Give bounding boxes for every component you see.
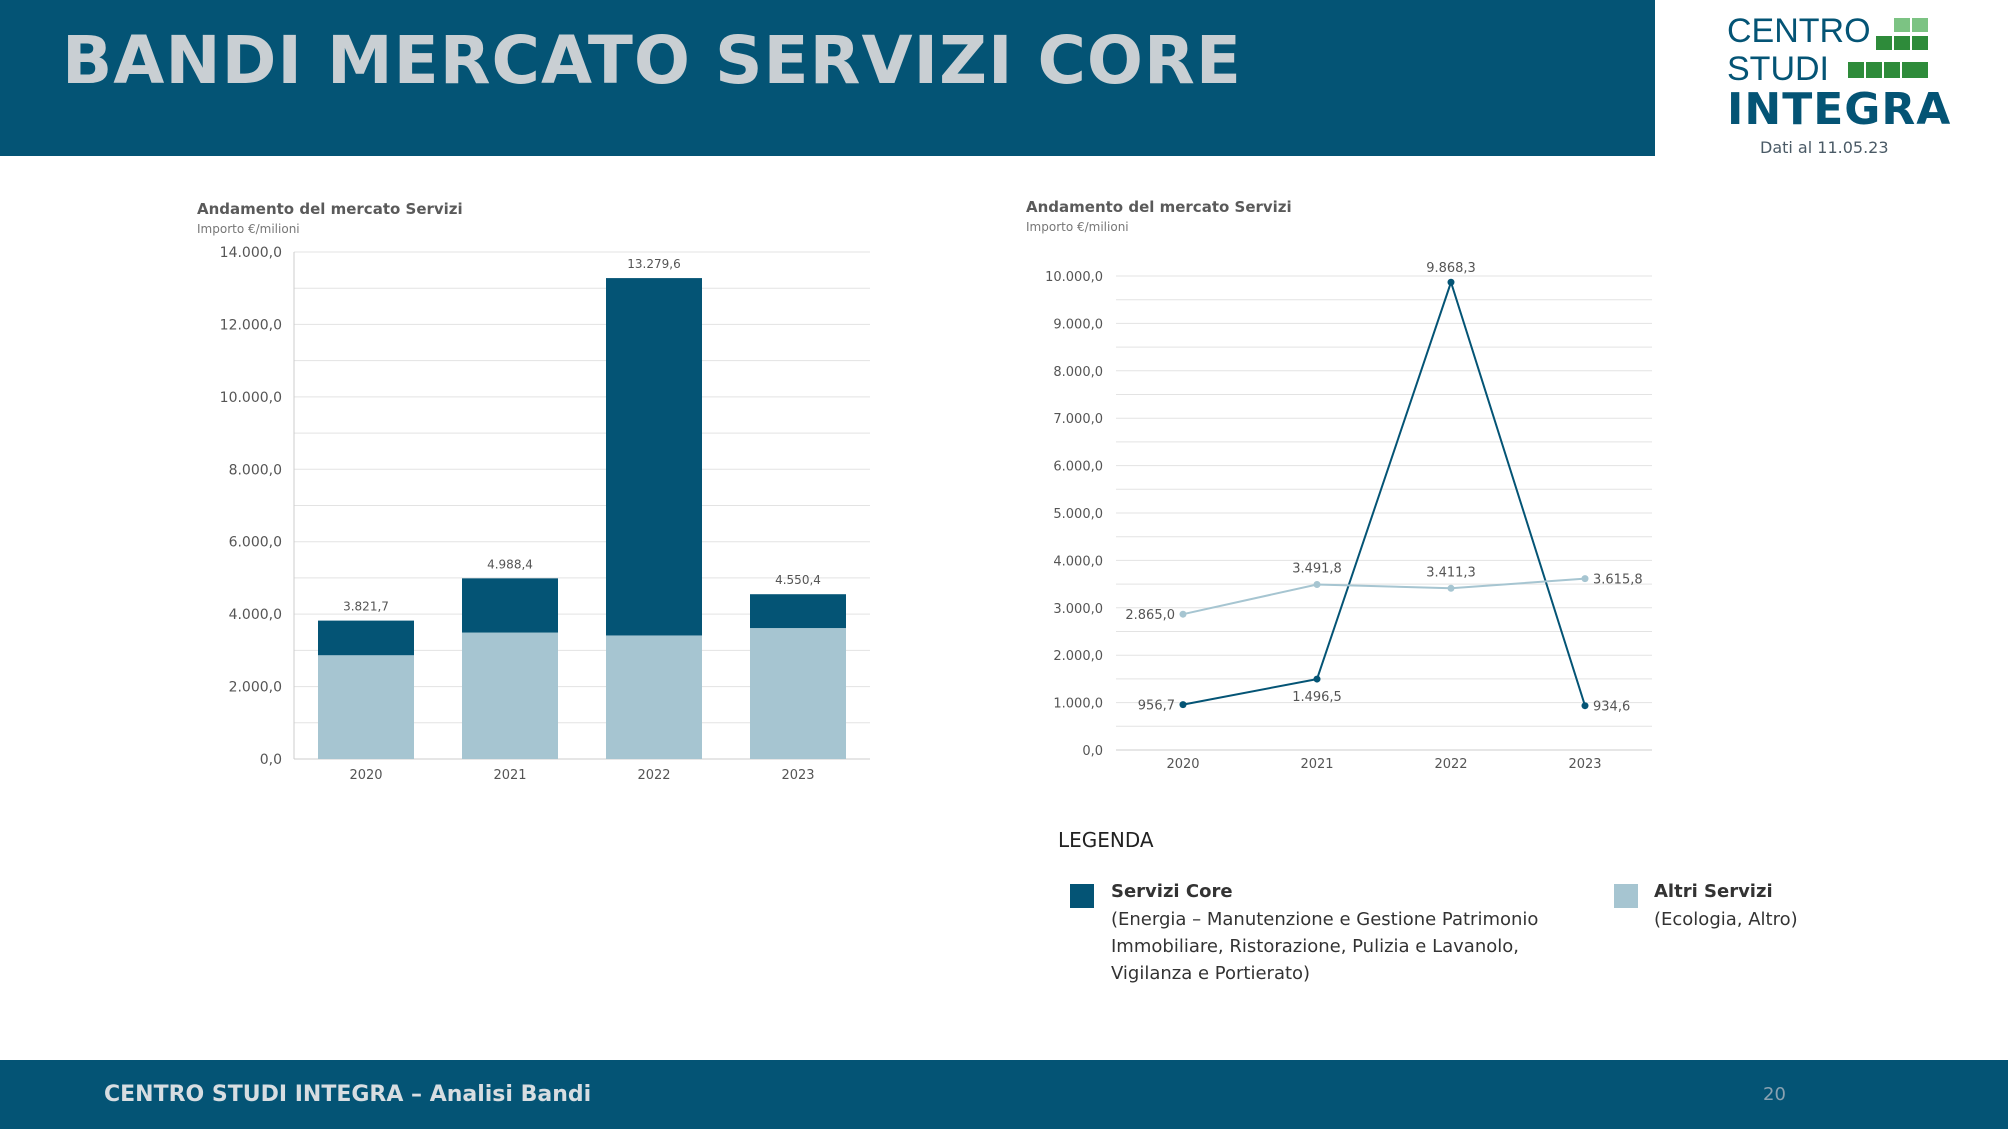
bar-segment-altri [750, 628, 846, 759]
legend-name-core: Servizi Core [1111, 881, 1233, 902]
bar-x-tick-label: 2021 [493, 768, 526, 783]
line-point-altri [1581, 575, 1589, 583]
line-point-altri [1313, 580, 1321, 588]
line-series-core [1182, 279, 1586, 707]
line-y-tick-label: 7.000,0 [1053, 412, 1103, 427]
line-y-tick-label: 8.000,0 [1053, 365, 1103, 380]
logo-line-2: STUDI [1727, 50, 1829, 88]
bar-y-tick-label: 0,0 [260, 752, 282, 768]
line-data-label-altri: 2.865,0 [1125, 608, 1175, 623]
line-x-tick-label: 2022 [1434, 757, 1467, 772]
line-y-tick-label: 3.000,0 [1053, 602, 1103, 617]
line-y-tick-label: 6.000,0 [1053, 460, 1103, 475]
bar-segment-altri [606, 635, 702, 759]
bar-chart-subtitle: Importo €/milioni [197, 222, 300, 236]
logo-line-1: CENTRO [1727, 12, 1871, 50]
line-y-tick-label: 9.000,0 [1053, 317, 1103, 332]
bar-total-label: 13.279,6 [627, 257, 680, 271]
bar-segment-altri [462, 632, 558, 759]
line-data-label-core: 956,7 [1138, 699, 1175, 714]
footer-bar: CENTRO STUDI INTEGRA – Analisi Bandi 20 [0, 1060, 2008, 1129]
line-data-label-altri: 3.615,8 [1593, 573, 1643, 588]
bar-y-tick-label: 10.000,0 [220, 390, 282, 406]
line-point-altri [1447, 584, 1455, 592]
line-point-core [1179, 701, 1187, 709]
line-y-tick-label: 5.000,0 [1053, 507, 1103, 522]
data-date: Dati al 11.05.23 [1760, 138, 1889, 157]
header-bar: BANDI MERCATO SERVIZI CORE [0, 0, 1655, 156]
bar-y-tick-label: 2.000,0 [229, 680, 282, 696]
line-y-tick-label: 4.000,0 [1053, 554, 1103, 569]
line-point-core [1581, 702, 1589, 710]
line-data-label-core: 1.496,5 [1292, 690, 1342, 705]
legend-desc-altri: (Ecologia, Altro) [1654, 909, 1798, 930]
bar-y-tick-label: 8.000,0 [229, 462, 282, 478]
logo-blocks-icon [1848, 18, 1948, 84]
line-y-tick-label: 10.000,0 [1045, 270, 1103, 285]
bar-y-tick-label: 6.000,0 [229, 535, 282, 551]
legend-desc-core: (Energia – Manutenzione e Gestione Patri… [1111, 909, 1539, 984]
bar-x-tick-label: 2023 [781, 768, 814, 783]
legend-name-altri: Altri Servizi [1654, 881, 1773, 902]
bar-x-tick-label: 2020 [349, 768, 382, 783]
line-y-tick-label: 1.000,0 [1053, 697, 1103, 712]
logo: CENTRO STUDI INTEGRA [1655, 0, 2008, 156]
bar-y-tick-label: 4.000,0 [229, 607, 282, 623]
bar-segment-core [462, 578, 558, 633]
page-title: BANDI MERCATO SERVIZI CORE [62, 22, 1242, 99]
line-point-core [1447, 278, 1455, 286]
line-data-label-core: 9.868,3 [1426, 261, 1476, 276]
logo-line-3: INTEGRA [1727, 84, 1952, 135]
bar-x-tick-label: 2022 [637, 768, 670, 783]
line-data-label-altri: 3.411,3 [1426, 565, 1476, 580]
bar-chart-title: Andamento del mercato Servizi [197, 200, 463, 218]
line-data-label-core: 934,6 [1593, 700, 1630, 715]
bar-segment-core [606, 278, 702, 636]
footer-text: CENTRO STUDI INTEGRA – Analisi Bandi [104, 1082, 592, 1107]
legend-swatch-altri [1614, 884, 1638, 908]
line-chart-title: Andamento del mercato Servizi [1026, 198, 1292, 216]
bar-total-label: 3.821,7 [343, 600, 389, 614]
line-x-tick-label: 2023 [1568, 757, 1601, 772]
line-series-altri [1182, 577, 1586, 616]
line-point-altri [1179, 610, 1187, 618]
line-x-tick-label: 2021 [1300, 757, 1333, 772]
legend-title: LEGENDA [1058, 828, 1154, 852]
bar-total-label: 4.988,4 [487, 557, 533, 571]
line-data-label-altri: 3.491,8 [1292, 561, 1342, 576]
bar-segment-core [750, 594, 846, 629]
legend-swatch-core [1070, 884, 1094, 908]
line-y-tick-label: 2.000,0 [1053, 649, 1103, 664]
line-y-tick-label: 0,0 [1082, 744, 1103, 759]
line-point-core [1313, 675, 1321, 683]
bar-segment-core [318, 620, 414, 656]
line-chart-subtitle: Importo €/milioni [1026, 220, 1129, 234]
bar-y-tick-label: 12.000,0 [220, 317, 282, 333]
page-number: 20 [1763, 1084, 1786, 1105]
bar-segment-altri [318, 655, 414, 759]
line-x-tick-label: 2020 [1166, 757, 1199, 772]
bar-y-tick-label: 14.000,0 [220, 245, 282, 261]
bar-total-label: 4.550,4 [775, 573, 821, 587]
